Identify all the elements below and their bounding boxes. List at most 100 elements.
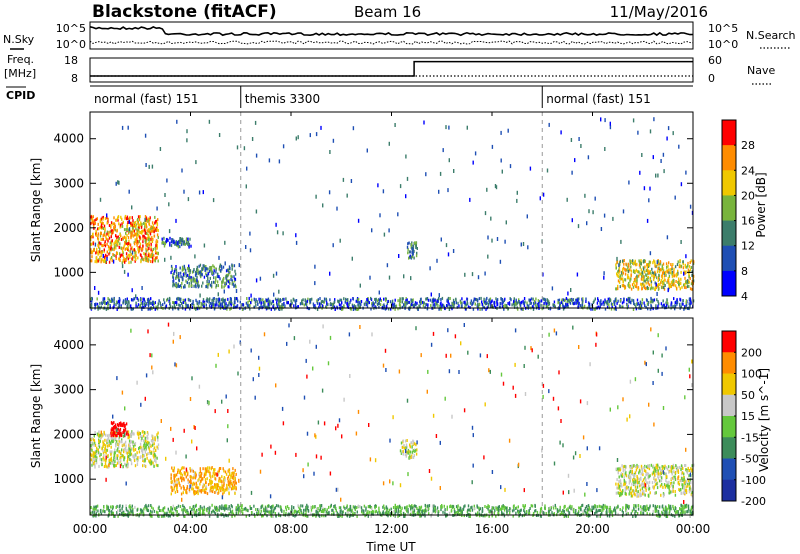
data-mark (225, 472, 228, 476)
data-mark (392, 302, 394, 306)
data-mark (464, 504, 466, 508)
data-mark (117, 427, 119, 431)
data-mark (693, 260, 695, 264)
data-mark (679, 263, 681, 267)
data-mark (142, 229, 144, 233)
data-mark (647, 269, 650, 273)
data-mark (230, 303, 232, 307)
data-mark (101, 302, 103, 306)
data-mark (106, 465, 108, 469)
data-mark (632, 478, 634, 482)
data-mark (117, 218, 119, 222)
data-mark (175, 242, 177, 246)
data-mark (233, 277, 236, 281)
data-mark (388, 275, 391, 280)
data-mark (128, 434, 131, 438)
data-mark (668, 487, 670, 491)
data-mark (222, 278, 224, 282)
data-mark (193, 268, 195, 271)
data-mark (139, 304, 141, 308)
data-mark (674, 301, 676, 305)
data-mark (234, 277, 237, 281)
data-mark (623, 475, 625, 479)
data-mark (91, 437, 93, 440)
data-mark (90, 297, 92, 301)
data-mark (639, 170, 641, 175)
data-mark (213, 280, 215, 284)
data-mark (111, 297, 113, 301)
data-mark (635, 285, 638, 289)
data-mark (121, 222, 123, 226)
data-mark (641, 486, 644, 490)
data-mark (425, 509, 427, 513)
data-mark (650, 271, 652, 275)
data-mark (682, 299, 684, 303)
data-mark (432, 303, 434, 307)
data-mark (130, 435, 132, 438)
data-mark (109, 450, 111, 454)
noise-right-label: N.Search (746, 29, 796, 42)
data-mark (146, 258, 148, 261)
data-mark (603, 303, 605, 307)
data-mark (641, 284, 643, 288)
data-mark (144, 217, 146, 222)
data-mark (617, 482, 619, 486)
data-mark (235, 285, 237, 289)
data-mark (136, 463, 139, 466)
data-mark (688, 302, 690, 306)
data-mark (185, 274, 187, 278)
data-mark (507, 128, 509, 133)
data-mark (197, 305, 200, 309)
data-mark (205, 299, 208, 303)
data-mark (644, 464, 646, 468)
data-mark (187, 478, 189, 482)
data-mark (110, 442, 112, 445)
data-mark (464, 302, 466, 306)
data-mark (680, 240, 682, 244)
data-mark (103, 300, 105, 303)
data-mark (97, 251, 99, 255)
data-mark (652, 155, 654, 160)
data-mark (679, 302, 681, 306)
data-mark (151, 221, 154, 225)
data-mark (170, 492, 172, 496)
data-mark (125, 228, 127, 232)
data-mark (145, 444, 147, 447)
data-mark (246, 304, 249, 308)
data-mark (526, 305, 528, 309)
data-mark (136, 243, 138, 247)
data-mark (93, 226, 95, 230)
data-mark (193, 475, 195, 479)
beam-title: Beam 16 (354, 3, 421, 21)
data-mark (224, 240, 226, 245)
data-mark (618, 486, 620, 490)
data-mark (196, 483, 198, 487)
data-mark (148, 447, 150, 451)
data-mark (272, 273, 275, 278)
data-mark (670, 467, 672, 471)
data-mark (613, 307, 615, 311)
data-mark (682, 302, 684, 306)
data-mark (687, 466, 689, 470)
data-mark (172, 276, 175, 280)
data-mark (108, 461, 111, 465)
data-mark (648, 263, 651, 267)
data-mark (677, 481, 680, 484)
data-mark (195, 485, 197, 489)
data-mark (629, 489, 631, 493)
data-mark (553, 304, 556, 307)
data-mark (635, 263, 637, 267)
data-mark (295, 299, 298, 302)
data-mark (461, 303, 463, 307)
data-mark (138, 239, 140, 243)
data-mark (278, 307, 280, 311)
data-mark (276, 230, 279, 235)
data-mark (477, 305, 479, 309)
data-mark (241, 307, 244, 311)
cpid-segment-label: themis 3300 (245, 92, 320, 106)
data-mark (477, 303, 479, 306)
data-mark (143, 454, 146, 458)
data-mark (657, 304, 659, 308)
data-mark (674, 478, 677, 481)
